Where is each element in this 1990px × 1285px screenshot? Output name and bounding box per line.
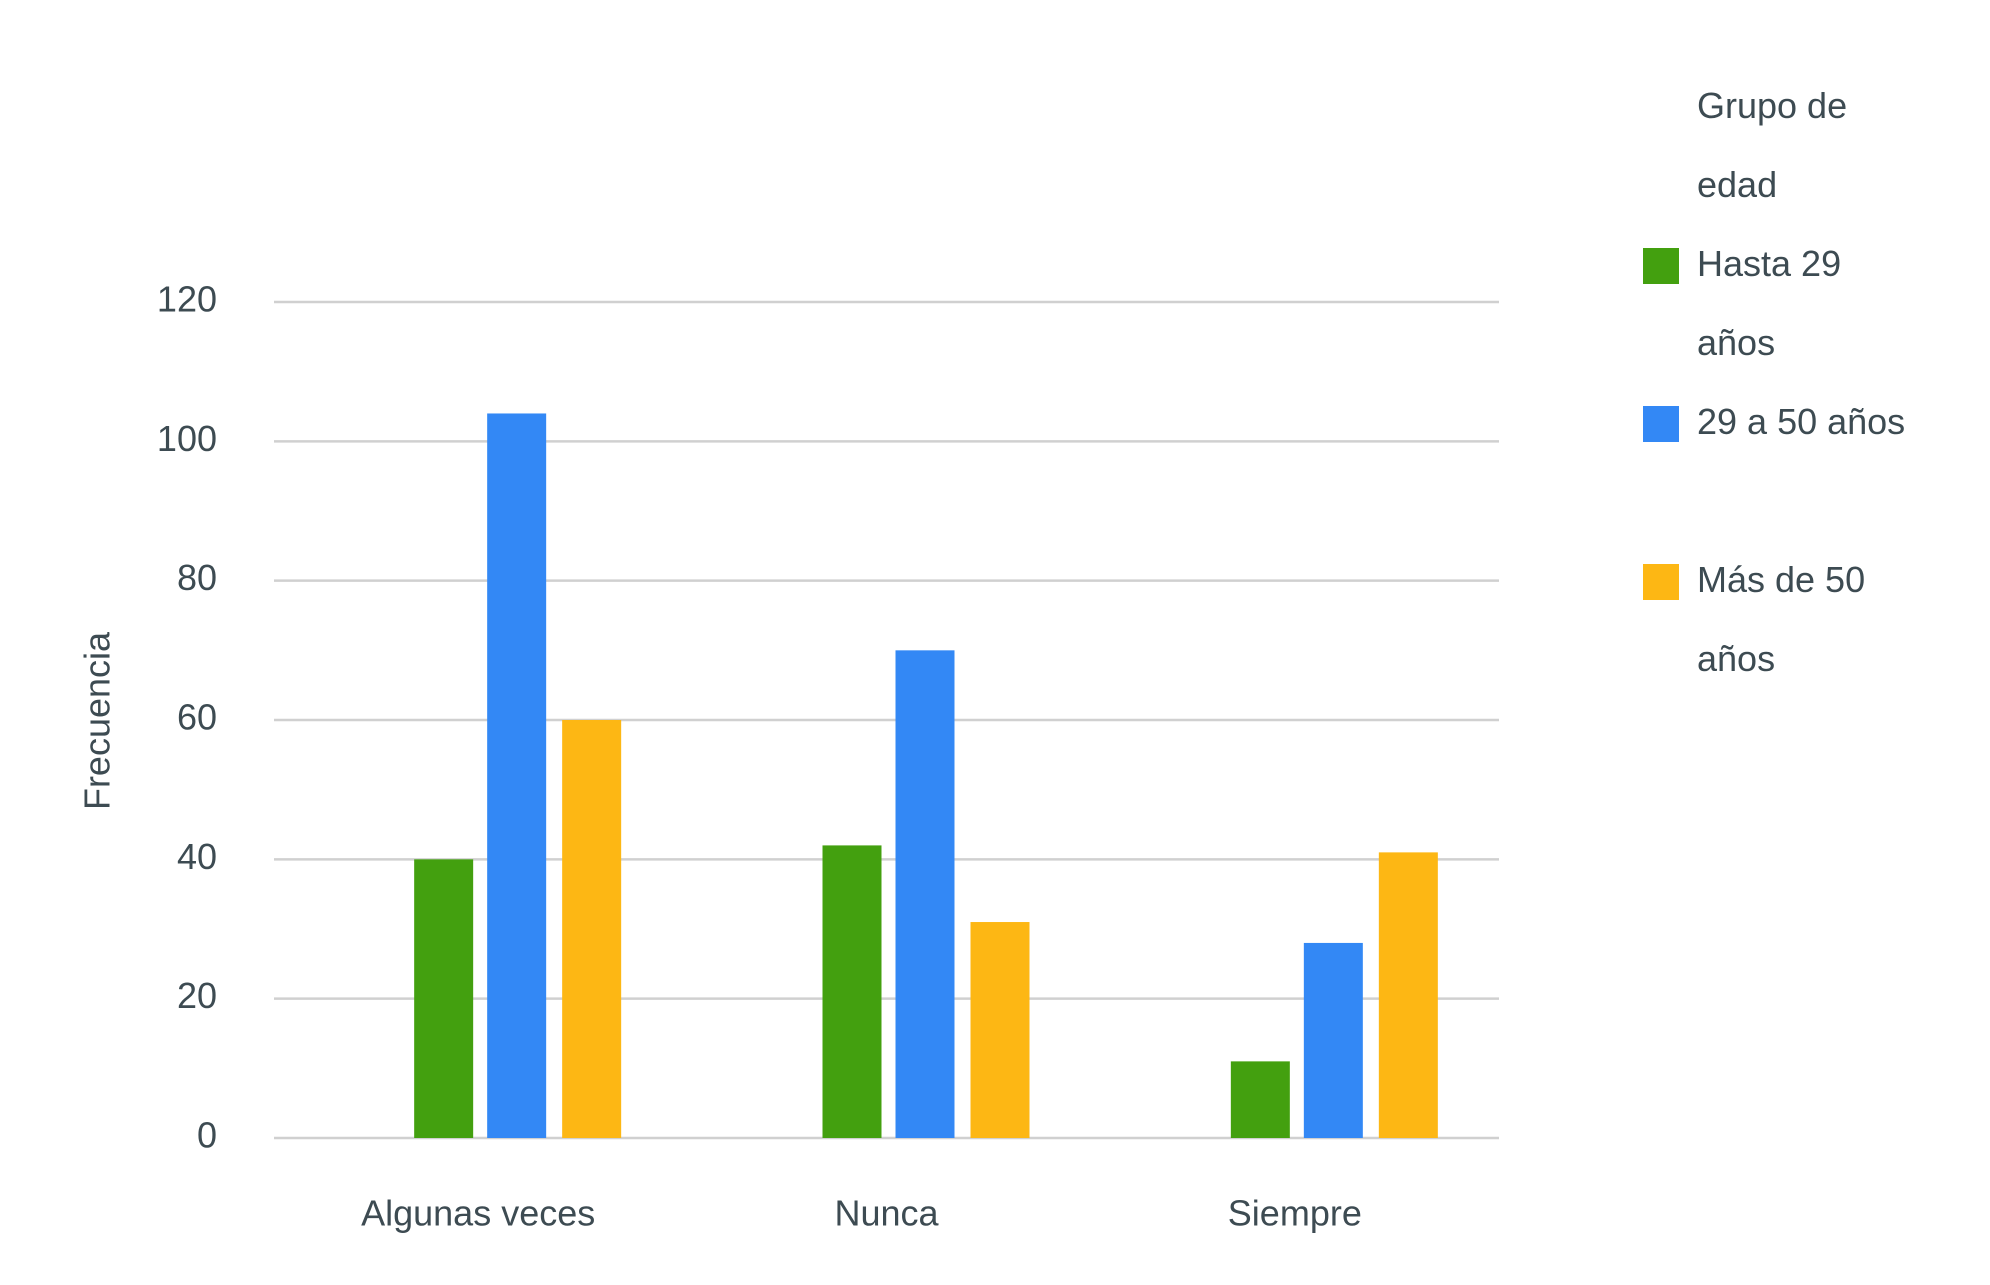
y-tick-label: 60 [177,697,217,738]
x-tick-label: Nunca [834,1193,939,1234]
y-axis-title: Frecuencia [77,631,118,810]
legend-swatch [1643,248,1679,284]
bar [1230,1061,1290,1138]
legend-title: Grupo de edad [1697,85,1847,205]
bar [562,720,622,1138]
y-tick-label: 120 [157,279,217,320]
x-tick-label: Algunas veces [361,1193,595,1234]
legend-swatch [1643,406,1679,442]
legend-swatch [1643,564,1679,600]
y-tick-label: 20 [177,975,217,1016]
bar [1303,942,1363,1138]
y-tick-label: 100 [157,418,217,459]
bar [414,859,474,1138]
bar [487,413,547,1138]
bar [1378,852,1438,1138]
x-tick-label: Siempre [1228,1193,1362,1234]
bar [970,922,1030,1138]
y-tick-label: 0 [197,1115,217,1156]
legend-label: 29 a 50 años [1697,401,1905,442]
legend-label: Hasta 29 años [1697,243,1841,363]
legend-label: Más de 50 años [1697,559,1865,679]
bar [895,650,955,1138]
y-tick-label: 80 [177,557,217,598]
bar [822,845,882,1138]
y-tick-label: 40 [177,836,217,877]
